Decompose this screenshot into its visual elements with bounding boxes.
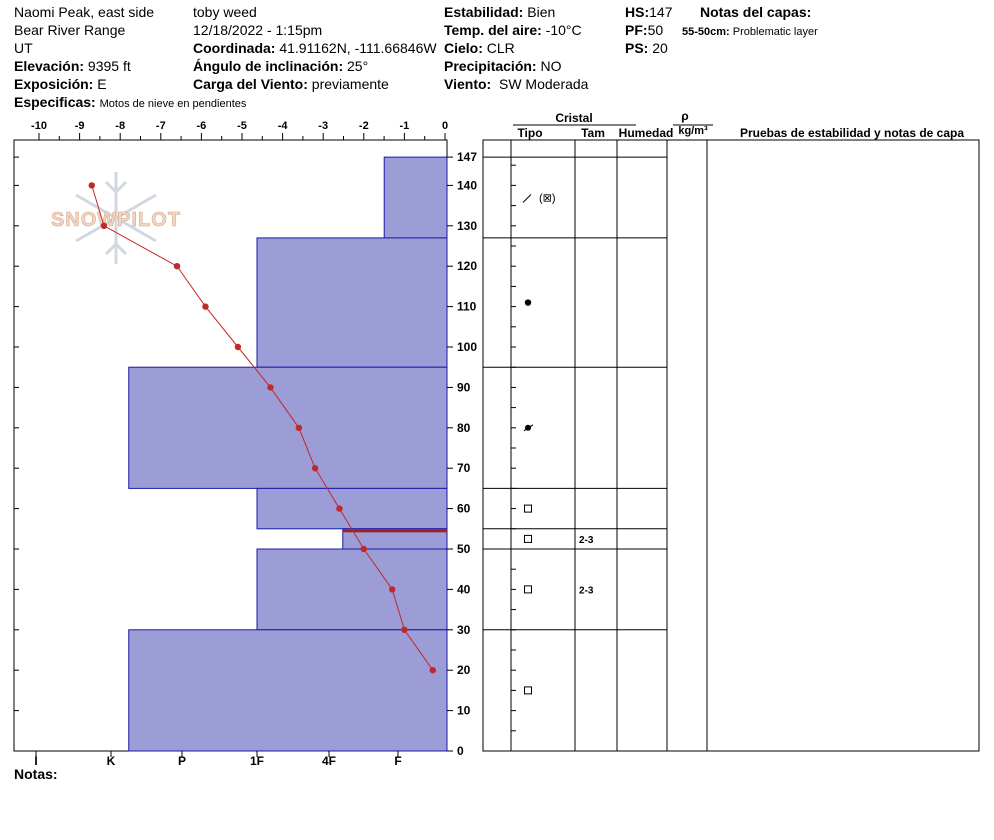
grain-glyph: (⊠) <box>539 193 556 205</box>
location: Naomi Peak, east side <box>14 4 155 20</box>
hardness-label: K <box>107 754 116 768</box>
height-tick-label: 110 <box>457 300 477 314</box>
temperature-point <box>267 384 274 391</box>
hardness-label: 1F <box>250 754 264 768</box>
temp-tick-label: -4 <box>278 120 289 132</box>
header-tam: Tam <box>581 126 605 140</box>
height-tick-label: 100 <box>457 340 477 354</box>
header-cristal: Cristal <box>555 111 592 125</box>
hardness-label: F <box>394 754 401 768</box>
header-tipo: Tipo <box>517 126 542 140</box>
temp-tick-label: -2 <box>359 120 369 132</box>
height-tick-label: 20 <box>457 663 471 677</box>
height-tick-label: 30 <box>457 623 471 637</box>
temp-tick-label: -9 <box>75 120 85 132</box>
coordinate: Coordinada: 41.91162N, -111.66846W <box>193 40 437 56</box>
temp-tick-label: -3 <box>318 120 328 132</box>
height-tick-label: 50 <box>457 542 471 556</box>
slope-angle: Ángulo de inclinación: 25° <box>193 58 369 74</box>
range: Bear River Range <box>14 22 126 38</box>
height-tick-label: 60 <box>457 502 471 516</box>
state: UT <box>14 40 33 56</box>
hardness-layer-0 <box>383 156 448 239</box>
layer-note: 55-50cm: Problematic layer <box>682 26 818 38</box>
height-tick-label: 10 <box>457 704 471 718</box>
temperature-point <box>202 303 209 310</box>
header-density-unit: kg/m³ <box>678 125 708 137</box>
temperature-point <box>401 626 408 633</box>
watermark-text: SNOWPILOT <box>51 209 181 231</box>
grain-faceted-icon <box>524 585 532 594</box>
wind-load: Carga del Viento: previamente <box>193 76 389 92</box>
grain-faceted-icon <box>524 504 532 513</box>
aspect: Exposición: E <box>14 76 107 92</box>
height-tick-label: 140 <box>457 178 477 192</box>
weak-layer-marker <box>342 529 447 533</box>
temperature-point <box>429 667 437 674</box>
grain-graupel-icon <box>524 299 532 306</box>
grain-fragment-icon: (⊠) <box>522 193 556 205</box>
grain-stroke <box>523 424 534 432</box>
height-tick-label: 70 <box>457 461 471 475</box>
temperature-point <box>88 182 95 189</box>
snowflake-icon <box>75 172 157 264</box>
temperature-point <box>360 545 367 553</box>
hardness-label: 4F <box>322 754 336 768</box>
notes-label: Notas: <box>14 766 58 782</box>
grain-size: 2-3 <box>579 585 594 596</box>
height-tick-label: 40 <box>457 582 471 596</box>
temperature-point <box>295 424 303 431</box>
temp-tick-label: -10 <box>31 120 47 132</box>
header-rho: ρ <box>681 109 688 123</box>
hardness-layer-5 <box>256 548 448 631</box>
temp-tick-label: -5 <box>237 120 247 132</box>
observer: toby weed <box>193 4 257 20</box>
precipitation: Precipitación: NO <box>444 58 562 74</box>
datetime: 12/18/2022 - 1:15pm <box>193 22 323 38</box>
temperature-point <box>100 222 108 229</box>
pf: PF:50 <box>625 22 664 38</box>
hardness-layer-1 <box>256 237 448 368</box>
height-tick-label: 80 <box>457 421 471 435</box>
ps: PS: 20 <box>625 40 668 56</box>
grain-faceted-icon <box>524 534 532 543</box>
height-tick-label: 90 <box>457 380 471 394</box>
hardness-layer-3 <box>256 487 448 530</box>
air-temp: Temp. del aire: -10°C <box>444 22 582 38</box>
hardness-label: P <box>178 754 186 768</box>
temp-tick-label: -8 <box>115 120 125 132</box>
layer-notes-title: Notas del capas: <box>700 4 812 20</box>
elevation: Elevación: 9395 ft <box>14 58 131 74</box>
grain-faceted-icon <box>524 686 532 695</box>
table-frame <box>482 139 980 752</box>
height-tick-label: 120 <box>457 259 477 273</box>
stability: Estabilidad: Bien <box>444 4 556 20</box>
sky: Cielo: CLR <box>444 40 515 56</box>
temp-tick-label: -1 <box>400 120 410 132</box>
hardness-layer-2 <box>128 366 448 489</box>
height-tick-label: 147 <box>457 150 477 164</box>
hs: HS:147 <box>625 4 673 20</box>
header-tests: Pruebas de estabilidad y notas de capa <box>740 126 964 140</box>
height-tick-label: 0 <box>457 744 464 758</box>
temperature-point <box>336 505 343 512</box>
temp-tick-label: -7 <box>156 120 166 132</box>
grain-stroke <box>522 194 532 203</box>
specifics: Especificas: Motos de nieve en pendiente… <box>14 94 247 110</box>
height-tick-label: 130 <box>457 219 477 233</box>
temp-tick-label: 0 <box>442 120 448 132</box>
header-humedad: Humedad <box>619 126 674 140</box>
temp-tick-label: -6 <box>197 120 207 132</box>
hardness-layer-6 <box>128 629 448 752</box>
wind: Viento: SW Moderada <box>444 76 589 92</box>
grain-rounded-faceted-icon <box>523 424 534 432</box>
temperature-point <box>173 263 181 270</box>
temperature-point <box>311 465 319 472</box>
hardness-label: I <box>34 754 37 768</box>
temperature-point <box>234 343 242 351</box>
temperature-point <box>389 586 396 593</box>
grain-size: 2-3 <box>579 535 594 546</box>
